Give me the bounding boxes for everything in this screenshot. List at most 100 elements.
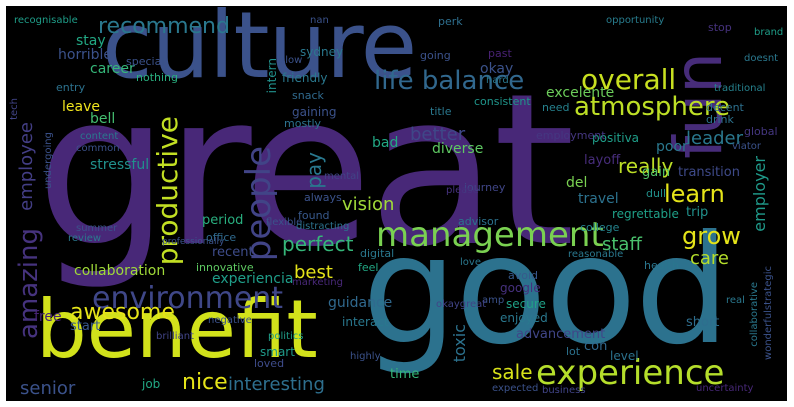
word-time: time xyxy=(390,367,420,382)
word-consistent: consistent xyxy=(474,95,531,108)
word-layoff: layoff xyxy=(584,153,621,168)
word-smart: smart xyxy=(260,345,295,359)
word-excelente: excelente xyxy=(546,85,615,101)
word-job: job xyxy=(142,377,161,391)
word-undergoing: undergoing xyxy=(43,132,54,190)
word-gain: gain xyxy=(642,165,671,180)
word-recognisable: recognisable xyxy=(14,15,78,26)
word-love: love xyxy=(460,257,481,268)
word-negative: negative xyxy=(208,315,252,326)
word-google: google xyxy=(500,281,541,295)
word-need: need xyxy=(542,101,570,114)
word-politics: politics xyxy=(268,331,304,342)
word-college: college xyxy=(580,221,620,234)
word-review: review xyxy=(68,233,102,244)
word-digital: digital xyxy=(360,247,395,260)
word-okaygreat: okaygreat xyxy=(436,299,487,310)
word-collaborative: collaborative xyxy=(749,282,760,347)
word-friendly: friendly xyxy=(282,71,328,85)
word-always: always xyxy=(304,191,342,204)
word-traditional: traditional xyxy=(714,83,766,94)
word-nan: nan xyxy=(310,15,329,26)
word-del: del xyxy=(566,175,588,191)
word-wonderfulstrategic: wonderfulstrategic xyxy=(763,266,774,360)
word-global: global xyxy=(744,125,778,138)
word-professionally: professionally xyxy=(162,237,225,247)
word-real: real xyxy=(726,295,745,306)
word-grow: grow xyxy=(682,222,741,250)
word-bell: bell xyxy=(90,111,116,127)
word-leave: leave xyxy=(62,99,100,115)
word-stressful: stressful xyxy=(90,157,150,173)
word-better: better xyxy=(410,124,466,145)
word-good: good xyxy=(362,204,730,378)
word-employer: employer xyxy=(750,156,769,232)
word-recent: recent xyxy=(212,245,254,260)
word-poor: poor xyxy=(656,139,688,155)
word-senior: senior xyxy=(20,378,76,399)
word-horrible: horrible xyxy=(58,47,112,63)
word-going: going xyxy=(420,49,451,62)
word-office: office xyxy=(206,231,237,244)
word-distracting: distracting xyxy=(296,221,350,232)
word-lot: lot xyxy=(566,345,581,358)
word-culture: culture xyxy=(102,6,417,99)
word-business: business xyxy=(542,385,586,396)
word-highly: highly xyxy=(350,351,381,362)
word-overall: overall xyxy=(581,63,677,96)
word-management: management xyxy=(376,215,604,255)
word-care: care xyxy=(690,248,730,269)
word-nice: nice xyxy=(182,370,228,395)
word-health: health xyxy=(644,259,679,272)
word-positiva: positiva xyxy=(592,131,640,145)
word-okay: okay xyxy=(480,61,514,77)
word-brand: brand xyxy=(754,27,784,38)
word-doesnt: doesnt xyxy=(744,53,779,64)
word-vision: vision xyxy=(342,194,395,215)
word-advisor: advisor xyxy=(458,215,499,228)
word-flexible: flexible xyxy=(266,217,303,228)
word-reasonable: reasonable xyxy=(568,249,624,260)
word-common: common xyxy=(76,143,120,154)
word-sydney: sydney xyxy=(300,45,344,59)
word-learn: learn xyxy=(664,180,725,208)
word-interact: interact xyxy=(342,315,389,329)
word-tech: tech xyxy=(9,98,20,120)
word-hard: hard xyxy=(486,75,509,86)
word-content: content xyxy=(80,131,119,142)
word-nothing: nothing xyxy=(136,71,178,84)
word-awesome: awesome xyxy=(70,300,175,325)
word-feel: feel xyxy=(358,261,379,274)
word-dull: dull xyxy=(646,187,667,200)
word-snack: snack xyxy=(292,89,324,102)
word-employment: employment xyxy=(536,129,606,142)
word-transition: transition xyxy=(678,165,740,180)
word-con: con xyxy=(584,339,608,354)
word-best: best xyxy=(294,262,333,283)
word-life-balance: life balance xyxy=(374,66,525,96)
word-staff: staff xyxy=(602,234,642,255)
word-opportunity: opportunity xyxy=(606,15,665,26)
word-found: found xyxy=(298,209,330,222)
word-leader: leader xyxy=(686,128,744,149)
word-period: period xyxy=(202,213,244,228)
word-mental: mental xyxy=(324,171,360,182)
word-free: free xyxy=(34,309,62,325)
word-diverse: diverse xyxy=(432,141,484,157)
word-experiencia: experiencia xyxy=(212,271,294,287)
word-innovative: innovative xyxy=(196,261,254,274)
word-expected: expected xyxy=(492,383,539,394)
word-collaboration: collaboration xyxy=(74,263,166,279)
word-atmosphere: atmosphere xyxy=(574,92,730,122)
word-entry: entry xyxy=(56,81,86,94)
word-toxic: toxic xyxy=(450,324,469,363)
word-pay: pay xyxy=(302,152,326,189)
word-brilliant: brilliant xyxy=(156,331,194,342)
word-great: great xyxy=(36,48,575,293)
word-people: people xyxy=(239,146,279,262)
word-benefit: benefit xyxy=(36,283,318,376)
word-stop: stop xyxy=(708,21,732,34)
word-environment: environment xyxy=(92,281,284,316)
word-secure: secure xyxy=(506,297,546,311)
word-stay: stay xyxy=(76,33,106,49)
